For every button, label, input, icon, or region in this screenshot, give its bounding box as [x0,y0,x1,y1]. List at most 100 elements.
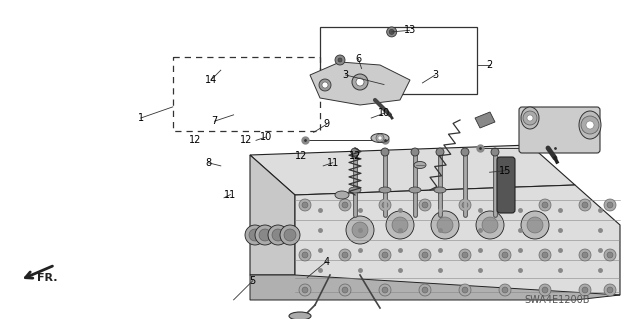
Text: SWA4E1200B: SWA4E1200B [524,295,589,305]
Circle shape [319,79,331,91]
Circle shape [527,115,533,121]
Circle shape [381,148,389,156]
Circle shape [382,252,388,258]
Circle shape [339,249,351,261]
Text: 12: 12 [294,151,307,161]
Circle shape [502,202,508,208]
Circle shape [419,199,431,211]
Polygon shape [310,62,410,105]
Circle shape [249,229,261,241]
Circle shape [539,249,551,261]
Circle shape [521,211,549,239]
Circle shape [382,202,388,208]
Circle shape [386,211,414,239]
Circle shape [379,199,391,211]
Circle shape [459,284,471,296]
Text: 5: 5 [250,276,256,286]
Text: 10: 10 [259,132,272,142]
FancyBboxPatch shape [497,157,515,213]
Text: 15: 15 [499,166,512,176]
Circle shape [499,249,511,261]
Text: 12: 12 [240,135,253,145]
FancyBboxPatch shape [519,107,600,153]
Ellipse shape [521,107,539,129]
Circle shape [582,252,588,258]
Circle shape [491,148,499,156]
Bar [320,27,477,94]
Circle shape [539,284,551,296]
Circle shape [259,229,271,241]
Circle shape [352,222,368,238]
Circle shape [604,284,616,296]
Circle shape [607,252,613,258]
Circle shape [604,199,616,211]
Circle shape [523,111,537,125]
Circle shape [356,78,364,86]
Text: 10: 10 [378,108,390,118]
Circle shape [542,252,548,258]
Circle shape [431,211,459,239]
Text: 13: 13 [403,25,416,35]
Circle shape [322,82,328,88]
Circle shape [527,217,543,233]
Circle shape [579,199,591,211]
Circle shape [411,148,419,156]
Bar [173,57,320,131]
Circle shape [342,287,348,293]
Circle shape [542,202,548,208]
Circle shape [462,287,468,293]
Circle shape [579,249,591,261]
Circle shape [607,202,613,208]
Circle shape [422,287,428,293]
Polygon shape [250,155,295,275]
Polygon shape [475,112,495,128]
Text: 6: 6 [355,54,362,64]
Circle shape [335,55,345,65]
Circle shape [502,252,508,258]
Circle shape [342,252,348,258]
Circle shape [499,199,511,211]
Circle shape [302,252,308,258]
Circle shape [462,252,468,258]
Circle shape [272,229,284,241]
Polygon shape [250,275,620,300]
Text: 12: 12 [349,151,362,161]
Circle shape [378,136,382,140]
Circle shape [339,284,351,296]
Ellipse shape [371,133,389,143]
Circle shape [462,202,468,208]
Circle shape [586,121,594,129]
Circle shape [302,202,308,208]
Circle shape [419,284,431,296]
Circle shape [422,202,428,208]
Circle shape [476,211,504,239]
Circle shape [351,148,359,156]
Circle shape [582,287,588,293]
Ellipse shape [579,111,601,139]
Polygon shape [250,145,575,195]
Circle shape [284,229,296,241]
Text: 11: 11 [224,189,237,200]
Circle shape [482,217,498,233]
Circle shape [459,249,471,261]
Text: 2: 2 [486,60,493,70]
Circle shape [268,225,288,245]
Circle shape [539,199,551,211]
Circle shape [581,116,599,134]
Text: 9: 9 [323,119,330,130]
Text: 3: 3 [432,70,438,80]
Circle shape [461,148,469,156]
Text: 4: 4 [323,256,330,267]
Circle shape [604,249,616,261]
Ellipse shape [434,187,446,193]
Circle shape [607,287,613,293]
Text: 14: 14 [205,75,218,85]
Circle shape [392,217,408,233]
Text: 11: 11 [326,158,339,168]
Text: 1: 1 [138,113,144,123]
Text: 8: 8 [205,158,211,168]
Circle shape [280,225,300,245]
Text: FR.: FR. [36,273,57,283]
Circle shape [299,199,311,211]
Ellipse shape [409,187,421,193]
